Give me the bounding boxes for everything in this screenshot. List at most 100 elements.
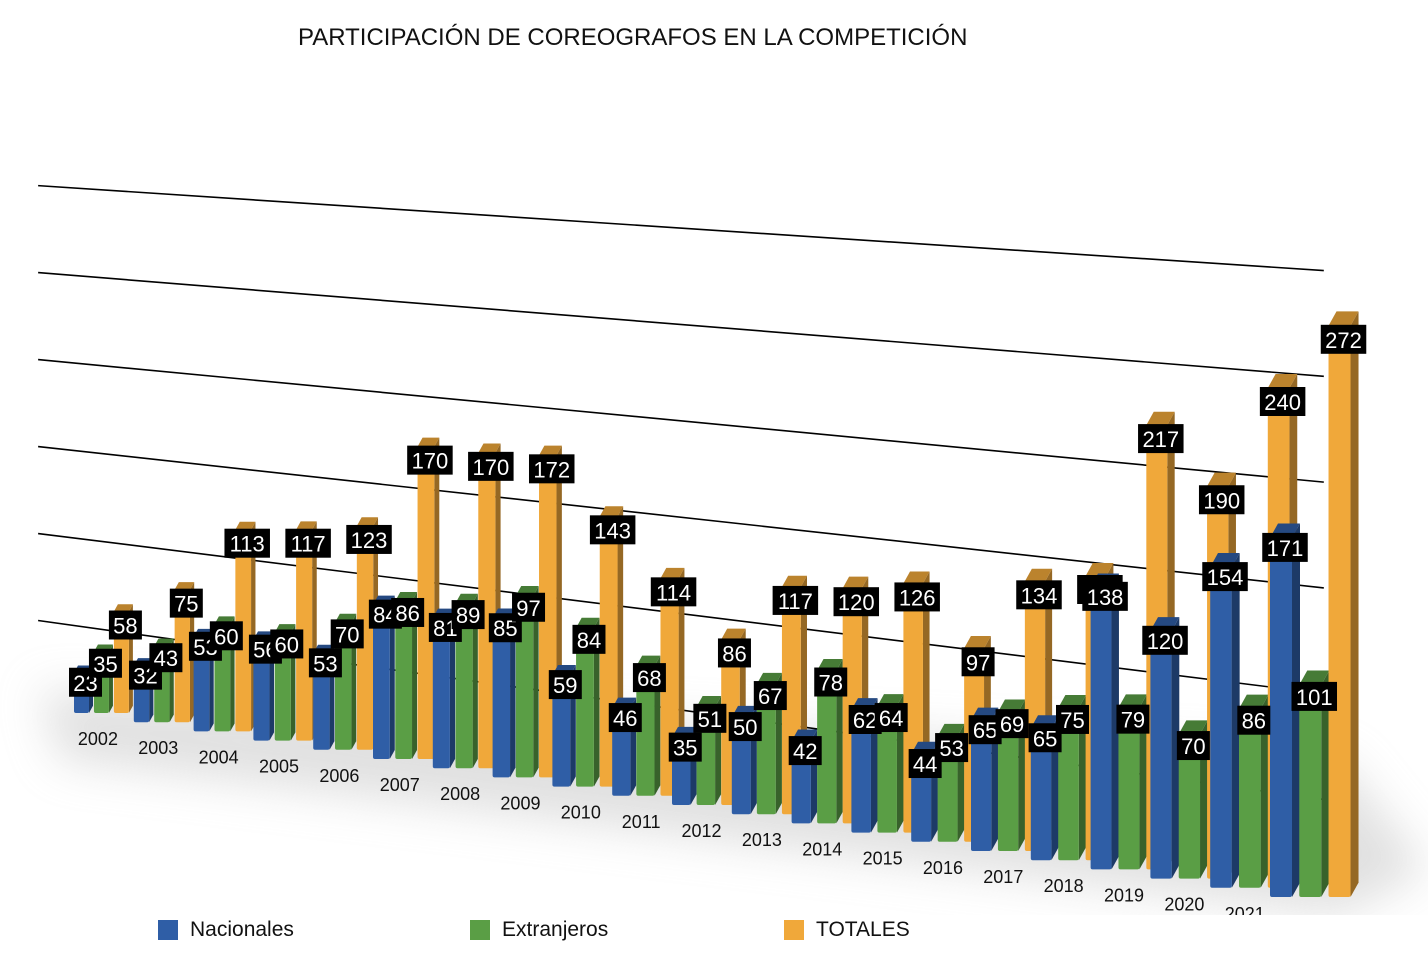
bar-top [781,575,807,587]
data-label: 78 [818,671,842,696]
data-label: 190 [1203,488,1240,513]
data-label-box [935,733,969,763]
bar-side [593,617,600,787]
x-tick-label: 2015 [863,849,903,869]
data-label: 44 [913,752,937,777]
data-label-box [589,515,636,545]
bar-extranjeros [877,706,897,833]
x-tick-label: 2016 [923,858,963,878]
data-label: 68 [637,666,661,691]
data-label: 60 [214,624,238,649]
data-label: 120 [1147,629,1184,654]
data-label-box [961,647,995,677]
x-tick-label: 2007 [380,775,420,795]
data-label: 43 [154,646,178,671]
x-tick-label: 2002 [78,729,118,749]
bar-side [1139,694,1147,870]
data-label: 240 [1264,390,1301,415]
data-label-box [728,712,762,742]
bar-top [356,517,379,526]
bar-extranjeros [395,600,413,759]
data-label: 117 [778,589,813,614]
bar-top [842,576,869,589]
bar-side [1321,670,1330,897]
data-label-box [668,732,702,762]
data-label: 51 [698,707,722,732]
x-tick-label: 2009 [500,793,540,813]
bar-top [174,582,195,590]
bar-top [1058,694,1086,708]
bar-nacionales [492,618,511,778]
x-tick-label: 2005 [259,757,299,777]
bar-top [1024,568,1053,582]
legend-label: TOTALES [816,918,910,941]
bar-nacionales [1270,537,1292,897]
data-label: 35 [93,652,117,677]
bar-top [903,571,930,584]
bar-nacionales [253,639,270,741]
bar-nacionales [971,720,992,851]
data-label-box [451,600,485,630]
data-label: 97 [966,650,990,675]
x-tick-label: 2021 [1225,904,1265,915]
data-label: 70 [335,622,359,647]
data-label-box [1082,581,1128,611]
data-label-box [788,736,822,766]
x-tick-label: 2019 [1104,885,1144,905]
bar-totales [478,452,496,769]
legend-item-extranjeros: Extranjeros [470,918,608,942]
data-label-box [1176,731,1210,761]
data-label-box [717,638,751,668]
bar-side [1171,617,1180,879]
bar-nacionales [432,617,450,769]
bar-nacionales [373,604,390,759]
bar-side [533,586,539,778]
bar-top [964,636,991,649]
data-label: 171 [1267,536,1304,561]
bar-nacionales [1150,630,1172,879]
bar-top [997,699,1026,713]
bar-extranjeros [636,666,655,796]
bar-extranjeros [576,627,594,787]
data-label: 138 [1087,585,1124,610]
x-tick-label: 2011 [622,812,661,832]
data-label: 58 [113,614,137,639]
gridline [38,445,1324,589]
data-label-box [209,621,243,651]
x-tick-label: 2004 [199,747,239,767]
x-tick-label: 2006 [319,766,359,786]
bar-top [1178,720,1208,735]
data-label-box [1291,681,1338,711]
data-label-box [468,451,514,481]
data-label-box [650,577,697,607]
data-label-box [1016,580,1062,610]
bar-top [1146,411,1175,426]
data-label-box [608,703,642,733]
data-label-box [224,528,270,558]
data-label: 64 [879,706,903,731]
bar-top [113,604,133,612]
data-label-box [632,663,666,693]
data-label-box [108,610,142,640]
data-label: 217 [1142,427,1179,452]
data-label: 79 [1121,708,1145,733]
bar-nacionales [731,717,751,815]
data-label: 59 [553,673,577,698]
bar-extranjeros [1178,734,1201,879]
data-label: 170 [472,455,509,480]
bar-nacionales [1090,586,1112,870]
data-label: 113 [230,532,265,557]
bar-top [235,521,256,530]
data-label: 114 [656,580,691,605]
gridline [38,358,1324,483]
data-label: 65 [1033,726,1057,751]
data-label-box [874,703,908,733]
x-tick-label: 2017 [983,867,1023,887]
data-label-box [1237,705,1271,735]
data-label-box [1198,485,1245,515]
legend-item-totales: TOTALES [784,918,910,942]
data-label-box [1320,324,1367,354]
data-label: 143 [594,518,631,543]
data-label: 75 [1060,708,1084,733]
legend-item-nacionales: Nacionales [158,918,294,942]
